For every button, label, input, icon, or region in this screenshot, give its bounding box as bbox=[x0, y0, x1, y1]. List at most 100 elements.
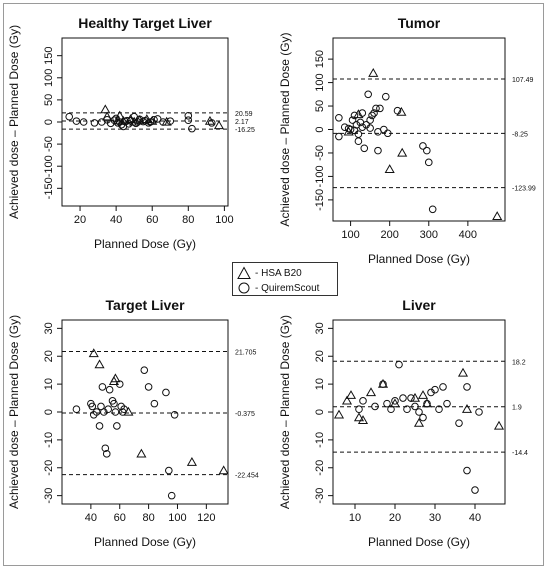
circle-point-liver bbox=[423, 399, 431, 408]
circle-point-liver bbox=[379, 380, 387, 388]
circle-point-target-liver bbox=[110, 399, 118, 408]
circle-point-target-liver bbox=[72, 405, 81, 414]
panel-title-target-liver: Target Liver bbox=[105, 297, 185, 313]
triangle-point-liver bbox=[345, 390, 357, 399]
y-tick-label-target-liver: -30 bbox=[43, 488, 55, 504]
triangle-point-healthy-target-liver bbox=[213, 120, 225, 130]
circle-point-liver bbox=[455, 419, 463, 427]
circle-marker-icon bbox=[238, 282, 250, 294]
legend-label-hsa: - HSA B20 bbox=[255, 267, 302, 279]
y-tick-label-tumor: 0 bbox=[314, 126, 326, 132]
x-axis-label-target-liver: Planned Dose (Gy) bbox=[94, 535, 196, 549]
circle-point-healthy-target-liver bbox=[90, 119, 99, 127]
circle-point-target-liver bbox=[162, 388, 170, 397]
y-tick-label-healthy-target-liver: 50 bbox=[43, 94, 55, 106]
circle-point-target-liver bbox=[113, 422, 121, 430]
circle-point-tumor bbox=[350, 111, 359, 120]
circle-point-liver bbox=[383, 399, 391, 408]
y-tick-label-healthy-target-liver: -50 bbox=[43, 136, 55, 152]
x-tick-label-tumor: 200 bbox=[381, 229, 399, 241]
triangle-point-tumor bbox=[397, 147, 408, 157]
triangle-point-healthy-target-liver bbox=[100, 104, 111, 114]
triangle-point-liver bbox=[493, 420, 505, 430]
reference-line-label-liver: -14.4 bbox=[512, 450, 528, 457]
circle-point-target-liver bbox=[144, 383, 153, 391]
circle-point-tumor bbox=[374, 146, 382, 155]
panel-target-liver: Target Liver 40 60 80 100 120 -30 -20 -10 0 10 20 30… bbox=[7, 297, 259, 549]
y-tick-label-target-liver: 0 bbox=[43, 409, 55, 415]
circle-point-tumor bbox=[424, 158, 433, 167]
y-tick-label-target-liver: 20 bbox=[43, 350, 55, 362]
triangle-point-target-liver bbox=[136, 448, 147, 458]
triangle-point-liver bbox=[333, 409, 345, 419]
triangle-point-target-liver bbox=[88, 348, 99, 358]
circle-point-target-liver bbox=[165, 466, 173, 475]
circle-point-target-liver bbox=[104, 405, 112, 414]
circle-point-liver bbox=[439, 383, 447, 391]
circle-point-liver bbox=[419, 413, 427, 422]
reference-line-label-target-liver: 21.705 bbox=[235, 349, 257, 356]
circle-point-liver bbox=[475, 408, 483, 416]
circle-point-tumor bbox=[358, 109, 367, 117]
circle-point-target-liver bbox=[101, 444, 110, 453]
triangle-point-liver bbox=[457, 367, 469, 377]
triangle-point-liver bbox=[353, 412, 365, 422]
y-tick-label-healthy-target-liver: -100 bbox=[43, 155, 55, 177]
circle-point-liver bbox=[395, 360, 403, 369]
y-tick-label-liver: -30 bbox=[314, 488, 326, 504]
circle-point-healthy-target-liver bbox=[159, 118, 167, 126]
panel-title-healthy-target-liver: Healthy Target Liver bbox=[78, 15, 212, 31]
circle-point-liver bbox=[463, 383, 471, 391]
circle-point-tumor bbox=[366, 124, 374, 132]
circle-point-tumor bbox=[423, 146, 431, 155]
y-tick-label-tumor: 150 bbox=[314, 50, 326, 68]
circle-point-tumor bbox=[366, 116, 374, 124]
circle-point-target-liver bbox=[98, 383, 107, 391]
circle-point-healthy-target-liver bbox=[150, 115, 158, 124]
y-tick-label-healthy-target-liver: 0 bbox=[43, 119, 55, 125]
triangle-point-target-liver bbox=[218, 465, 229, 475]
y-axis-label-liver: Achieved dose – Planned Dose (Gy) bbox=[278, 315, 292, 509]
y-tick-label-liver: 30 bbox=[314, 322, 326, 334]
triangle-point-tumor bbox=[384, 164, 395, 174]
circle-point-healthy-target-liver bbox=[65, 112, 74, 121]
circle-point-target-liver bbox=[111, 408, 120, 416]
triangle-point-liver bbox=[461, 404, 473, 413]
legend: - HSA B20 - QuiremScout bbox=[232, 262, 338, 296]
y-tick-label-target-liver: 30 bbox=[43, 322, 55, 334]
circle-point-tumor bbox=[372, 104, 380, 113]
circle-point-liver bbox=[407, 394, 415, 402]
reference-line-label-healthy-target-liver: 2.17 bbox=[235, 119, 249, 126]
triangle-point-liver bbox=[341, 395, 353, 405]
triangle-point-healthy-target-liver bbox=[161, 116, 172, 126]
y-tick-label-tumor: -50 bbox=[314, 145, 326, 161]
legend-label-quiremscout: - QuiremScout bbox=[255, 282, 320, 294]
circle-point-healthy-target-liver bbox=[207, 119, 216, 127]
triangle-point-tumor bbox=[368, 67, 379, 77]
circle-point-liver bbox=[403, 405, 411, 414]
circle-point-liver bbox=[435, 405, 443, 414]
triangle-point-liver bbox=[357, 415, 369, 425]
triangle-point-liver bbox=[413, 417, 425, 427]
x-tick-label-healthy-target-liver: 60 bbox=[146, 214, 158, 226]
triangle-point-target-liver bbox=[186, 456, 197, 466]
circle-point-liver bbox=[399, 394, 407, 402]
triangle-point-liver bbox=[417, 390, 429, 399]
circle-point-liver bbox=[387, 405, 395, 414]
circle-point-tumor bbox=[348, 116, 357, 124]
y-tick-label-liver: 0 bbox=[314, 409, 326, 415]
y-tick-label-target-liver: -20 bbox=[43, 460, 55, 476]
x-axis-label-liver: Planned Dose (Gy) bbox=[368, 535, 470, 549]
y-tick-label-liver: 20 bbox=[314, 350, 326, 362]
circle-point-target-liver bbox=[102, 450, 111, 458]
circle-point-tumor bbox=[428, 205, 437, 214]
circle-point-tumor bbox=[364, 90, 372, 99]
legend-item-quiremscout: - QuiremScout bbox=[237, 281, 319, 295]
circle-point-healthy-target-liver bbox=[79, 118, 88, 126]
circle-point-liver bbox=[415, 408, 423, 416]
y-tick-label-liver: -10 bbox=[314, 432, 326, 448]
circle-point-tumor bbox=[370, 109, 378, 117]
circle-point-tumor bbox=[376, 104, 384, 113]
circle-point-tumor bbox=[354, 130, 363, 138]
y-tick-label-healthy-target-liver: 100 bbox=[43, 69, 55, 87]
